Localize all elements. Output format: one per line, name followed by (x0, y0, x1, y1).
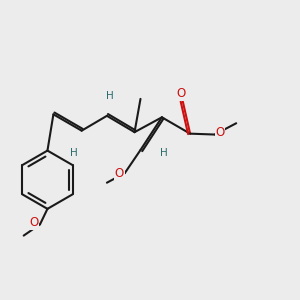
Text: O: O (29, 216, 39, 229)
Text: H: H (70, 148, 78, 158)
Text: O: O (115, 167, 124, 180)
Text: H: H (106, 92, 114, 101)
Text: H: H (160, 148, 168, 158)
Text: O: O (177, 87, 186, 100)
Text: O: O (215, 126, 225, 139)
